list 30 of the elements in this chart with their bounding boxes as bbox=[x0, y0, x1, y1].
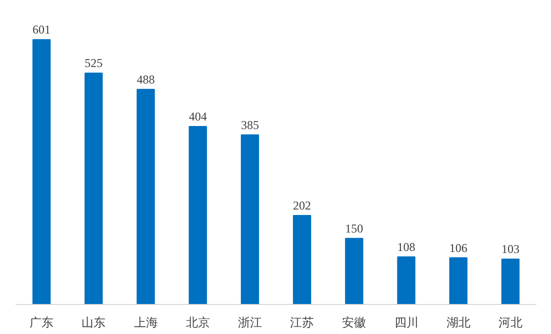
x-tick-label: 安徽 bbox=[342, 316, 366, 330]
data-label: 150 bbox=[345, 221, 364, 236]
bar bbox=[345, 238, 364, 304]
data-label: 108 bbox=[397, 240, 416, 254]
bar bbox=[240, 134, 260, 304]
bar bbox=[188, 126, 207, 304]
data-label: 106 bbox=[449, 240, 468, 255]
x-tick-label: 湖北 bbox=[446, 316, 470, 330]
bar bbox=[84, 72, 103, 304]
data-label: 404 bbox=[188, 109, 207, 124]
bar bbox=[397, 256, 416, 304]
bar bbox=[32, 39, 51, 304]
bar bbox=[136, 88, 155, 304]
data-label: 385 bbox=[240, 118, 259, 132]
bar bbox=[501, 258, 520, 304]
x-tick-label: 四川 bbox=[394, 316, 418, 330]
data-label: 601 bbox=[32, 22, 51, 37]
data-label: 488 bbox=[136, 72, 155, 86]
x-tick-label: 浙江 bbox=[238, 316, 262, 330]
data-label: 525 bbox=[84, 56, 103, 70]
x-tick-label: 广东 bbox=[30, 316, 54, 330]
x-tick-label: 山东 bbox=[82, 316, 106, 330]
x-tick-label: 河北 bbox=[498, 316, 522, 330]
data-label: 202 bbox=[293, 198, 312, 212]
bar bbox=[292, 214, 312, 304]
x-tick-label: 上海 bbox=[134, 316, 158, 330]
bar bbox=[449, 257, 468, 304]
x-tick-label: 江苏 bbox=[290, 316, 314, 330]
data-label: 103 bbox=[501, 242, 520, 256]
x-tick-label: 北京 bbox=[186, 316, 210, 330]
